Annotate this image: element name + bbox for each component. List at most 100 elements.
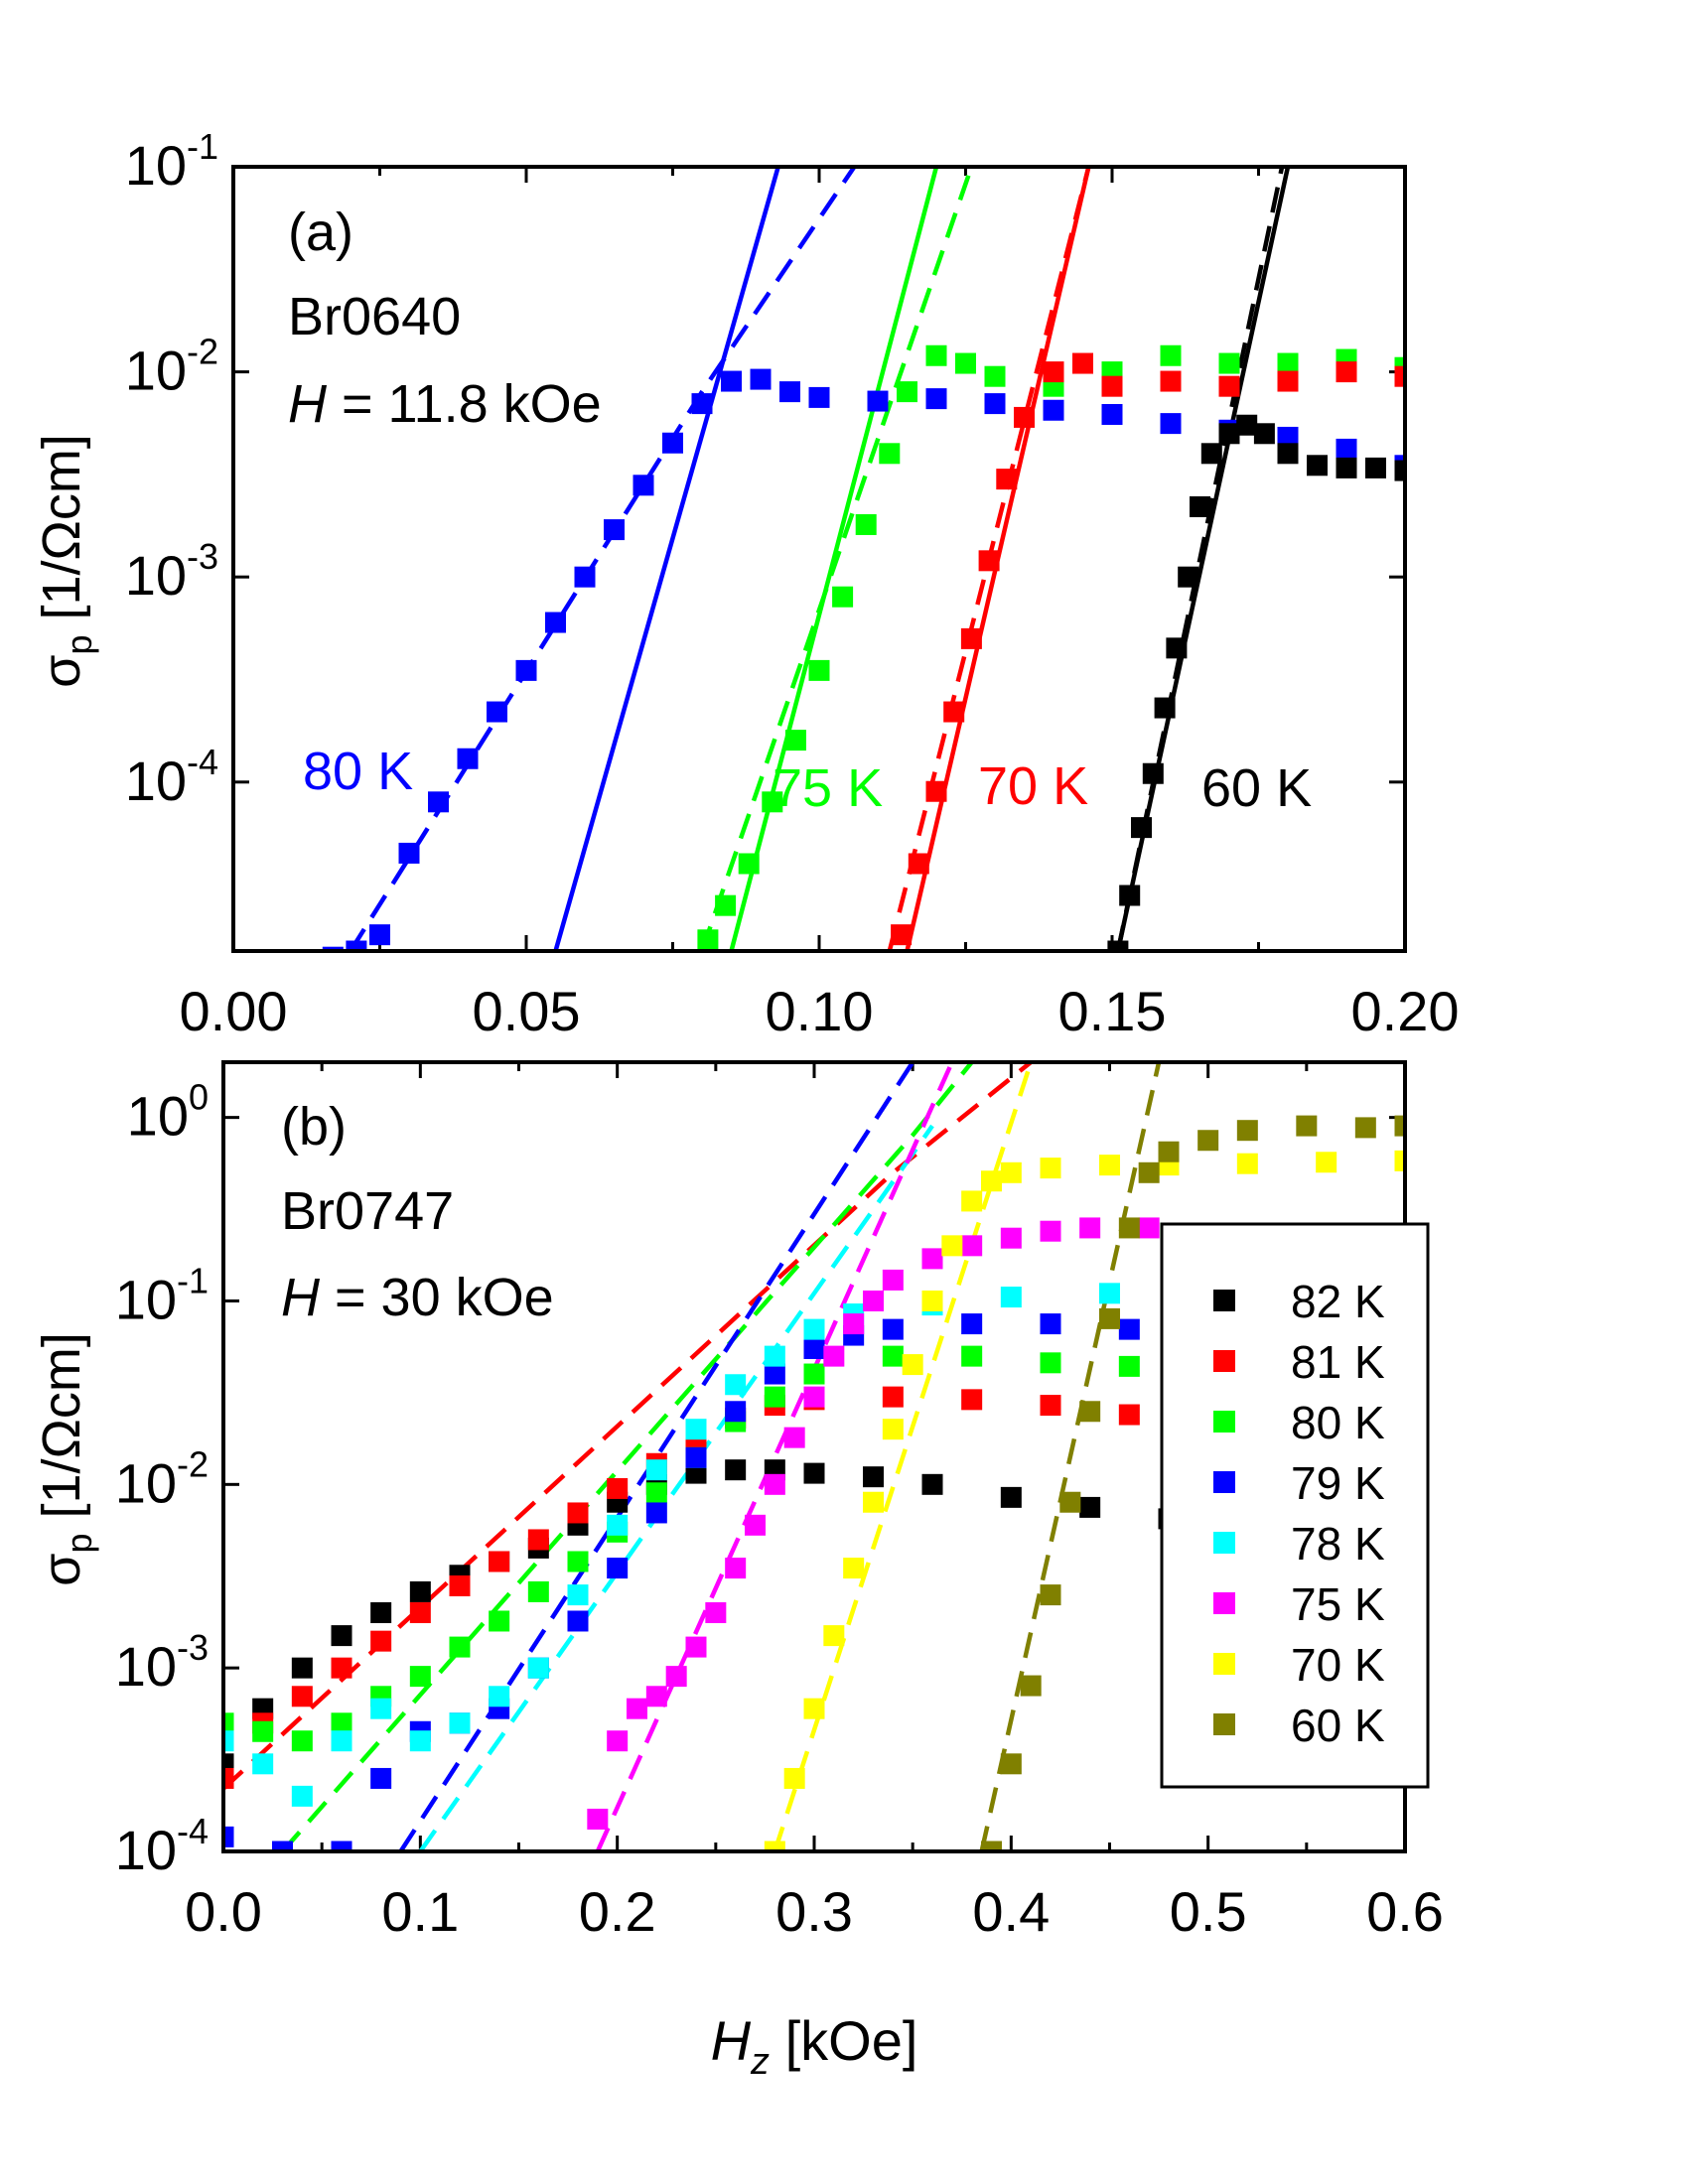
data-point-80-k: [574, 566, 596, 588]
data-point-80-k: [925, 388, 947, 410]
data-point-75-k: [1000, 1227, 1022, 1249]
data-point-82-k: [223, 1753, 234, 1775]
data-point-78-k: [409, 1730, 431, 1752]
data-point-81-k: [607, 1477, 629, 1499]
data-point-82-k: [291, 1657, 313, 1679]
panel-a-frame: [231, 165, 1407, 953]
data-point-70-k: [1394, 1150, 1405, 1171]
data-point-70-k: [823, 1625, 845, 1647]
fit-line-dashed-60-k: [979, 1062, 1162, 1851]
data-point-79-k: [725, 1401, 747, 1423]
data-point-80-k: [1277, 426, 1299, 448]
data-point-60-k: [1365, 457, 1386, 478]
data-point-75-k: [921, 1248, 943, 1270]
data-point-70-k: [1277, 370, 1299, 392]
data-point-81-k: [961, 1389, 983, 1411]
data-point-75-k: [645, 1686, 667, 1707]
data-point-60-k: [1236, 414, 1258, 436]
data-point-79-k: [685, 1446, 707, 1468]
data-point-60-k: [1099, 1307, 1120, 1329]
data-point-70-k: [921, 1290, 943, 1311]
panel-b: 0.0 0.1 0.2 0.3 0.4 0.5 0.6 100 10-1 10-2 10-3 10-4…: [32, 1060, 1444, 2083]
data-point-81-k: [489, 1551, 510, 1572]
fit-line-solid-75-k: [729, 167, 939, 951]
legend-label-80-k: 80 K: [1291, 1397, 1385, 1448]
data-point-75-k: [832, 586, 854, 608]
data-point-70-k: [1099, 1155, 1120, 1176]
data-point-80-k: [779, 381, 800, 403]
data-point-60-k: [1253, 423, 1275, 445]
data-point-80-k: [489, 1610, 510, 1632]
data-point-80-k: [1118, 1355, 1140, 1377]
data-point-70-k: [1236, 1153, 1258, 1174]
data-point-80-k: [882, 1345, 904, 1367]
panel-a-label: (a): [288, 203, 353, 262]
data-point-79-k: [607, 1558, 629, 1579]
data-point-75-k: [961, 1235, 983, 1257]
data-point-70-k: [1014, 406, 1035, 428]
y-tick-label: 10-4: [115, 1811, 209, 1881]
data-point-75-k: [882, 1269, 904, 1291]
data-point-79-k: [223, 1826, 234, 1847]
y-tick-label: 100: [127, 1077, 209, 1148]
data-point-80-k: [527, 1580, 549, 1602]
data-point-80-k: [1101, 403, 1123, 425]
data-point-78-k: [223, 1730, 234, 1752]
data-point-75-k: [879, 443, 901, 465]
legend-marker-80-k: [1213, 1411, 1235, 1433]
data-point-78-k: [489, 1686, 510, 1707]
y-tick-label: 10-3: [115, 1627, 209, 1698]
fit-line-dashed-75-k: [699, 167, 974, 951]
x-tick-label: 0.20: [1351, 980, 1460, 1042]
data-point-80-k: [764, 1386, 785, 1408]
data-point-75-k: [587, 1808, 609, 1830]
data-point-81-k: [882, 1386, 904, 1408]
data-point-80-k: [291, 1730, 313, 1752]
data-point-75-k: [1138, 1217, 1160, 1239]
data-point-78-k: [685, 1419, 707, 1440]
y-tick-label: 10-2: [125, 332, 218, 402]
data-point-82-k: [803, 1462, 825, 1484]
panel-a-field-label: H = 11.8 kOe: [288, 374, 602, 434]
x-tick-label: 0.00: [180, 980, 288, 1042]
data-point-78-k: [331, 1730, 352, 1752]
data-point-80-k: [721, 370, 742, 392]
data-point-60-k: [1154, 697, 1176, 719]
data-point-75-k: [738, 853, 760, 875]
fit-line-dashed-70-k: [773, 1062, 1034, 1851]
data-point-81-k: [449, 1575, 471, 1597]
data-point-70-k: [843, 1558, 865, 1579]
data-point-80-k: [691, 393, 713, 415]
data-point-80-k: [567, 1551, 589, 1572]
data-point-75-k: [1277, 352, 1299, 374]
data-point-70-k: [960, 627, 982, 649]
data-point-70-k: [1394, 365, 1405, 387]
data-point-81-k: [223, 1767, 234, 1789]
panel-b-sample: Br0747: [281, 1181, 454, 1241]
x-tick-label: 0.2: [579, 1880, 656, 1943]
data-point-80-k: [252, 1720, 274, 1742]
panel-a-ticks: 0.00 0.05 0.10 0.15 0.20 10-1 10-2 10-3 10-4: [125, 126, 1460, 1042]
data-point-79-k: [803, 1337, 825, 1359]
data-point-60-k: [1131, 817, 1152, 839]
data-point-75-k: [783, 1427, 805, 1448]
data-point-70-k: [764, 1841, 785, 1851]
x-tick-label: 0.05: [473, 980, 581, 1042]
data-point-81-k: [1118, 1404, 1140, 1426]
data-point-60-k: [1040, 1584, 1061, 1606]
data-point-70-k: [925, 780, 947, 802]
data-point-70-k: [1000, 1161, 1022, 1183]
data-point-60-k: [1107, 940, 1129, 951]
y-tick-label: 10-2: [115, 1443, 209, 1514]
legend-label-78-k: 78 K: [1291, 1518, 1385, 1570]
data-point-78-k: [252, 1753, 274, 1775]
fit-line-dashed-81-k: [223, 1062, 1033, 1791]
data-point-80-k: [1336, 438, 1357, 460]
data-point-80-k: [487, 701, 507, 723]
data-point-75-k: [843, 1313, 865, 1335]
data-point-70-k: [783, 1767, 805, 1789]
data-point-80-k: [398, 842, 420, 864]
data-point-70-k: [996, 469, 1018, 490]
data-point-80-k: [808, 386, 830, 408]
data-point-82-k: [921, 1473, 943, 1495]
